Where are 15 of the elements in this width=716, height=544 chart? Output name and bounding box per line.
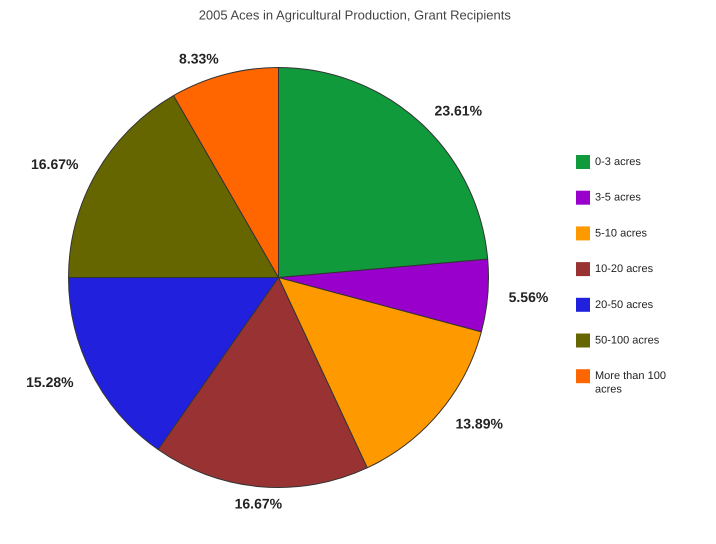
data-label: 16.67% — [234, 495, 283, 512]
legend-label: 5-10 acres — [595, 227, 648, 240]
data-label: 23.61% — [434, 102, 483, 118]
legend-label: 50-100 acres — [595, 334, 660, 346]
legend-label: 0-3 acres — [595, 156, 642, 168]
data-label: 5.56% — [508, 289, 549, 306]
legend-label: 20-50 acres — [595, 298, 654, 311]
data-label: 8.33% — [179, 50, 220, 66]
legend-label: 10-20 acres — [595, 263, 654, 276]
data-label: 13.89% — [455, 415, 504, 432]
chart-title: 2005 Aces in Agricultural Production, Grant Recipients — [198, 8, 512, 22]
legend-label: 3-5 acres — [595, 192, 642, 204]
data-label: 15.28% — [26, 374, 74, 390]
legend-label: More than 100 acres — [595, 370, 666, 396]
data-label: 16.67% — [30, 156, 80, 172]
